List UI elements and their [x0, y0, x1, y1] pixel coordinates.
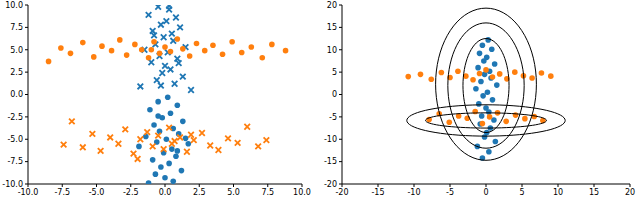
- svg-text:7.5: 7.5: [261, 188, 274, 197]
- svg-text:-10: -10: [407, 188, 420, 197]
- svg-text:-7.5: -7.5: [8, 157, 23, 166]
- svg-text:0.0: 0.0: [10, 90, 23, 99]
- svg-text:2.5: 2.5: [193, 188, 206, 197]
- svg-text:10.0: 10.0: [293, 188, 311, 197]
- svg-text:10: 10: [553, 188, 563, 197]
- svg-text:0: 0: [483, 188, 488, 197]
- svg-text:5: 5: [332, 68, 337, 77]
- svg-text:7.5: 7.5: [10, 23, 23, 32]
- svg-text:-2.5: -2.5: [8, 113, 23, 122]
- svg-text:-10.0: -10.0: [8, 180, 23, 189]
- svg-text:-5: -5: [329, 113, 337, 122]
- svg-text:15: 15: [327, 23, 337, 32]
- svg-text:5.0: 5.0: [227, 188, 240, 197]
- svg-text:10.0: 10.0: [8, 1, 23, 10]
- svg-text:2.5: 2.5: [10, 68, 23, 77]
- svg-text:0: 0: [332, 90, 337, 99]
- svg-text:10: 10: [327, 46, 337, 55]
- svg-text:15: 15: [589, 188, 599, 197]
- svg-text:0.0: 0.0: [159, 188, 172, 197]
- svg-text:-10: -10: [324, 135, 337, 144]
- svg-text:-20: -20: [335, 188, 348, 197]
- svg-text:20: 20: [327, 1, 337, 10]
- svg-text:-5.0: -5.0: [89, 188, 105, 197]
- svg-text:-7.5: -7.5: [54, 188, 70, 197]
- svg-text:5: 5: [519, 188, 524, 197]
- svg-text:-15: -15: [371, 188, 384, 197]
- svg-text:-15: -15: [324, 157, 337, 166]
- svg-text:20: 20: [625, 188, 632, 197]
- svg-text:-5: -5: [446, 188, 454, 197]
- svg-text:5.0: 5.0: [10, 46, 23, 55]
- svg-text:-10.0: -10.0: [18, 188, 39, 197]
- svg-text:-2.5: -2.5: [123, 188, 139, 197]
- svg-text:-5.0: -5.0: [8, 135, 23, 144]
- svg-text:-20: -20: [324, 180, 337, 189]
